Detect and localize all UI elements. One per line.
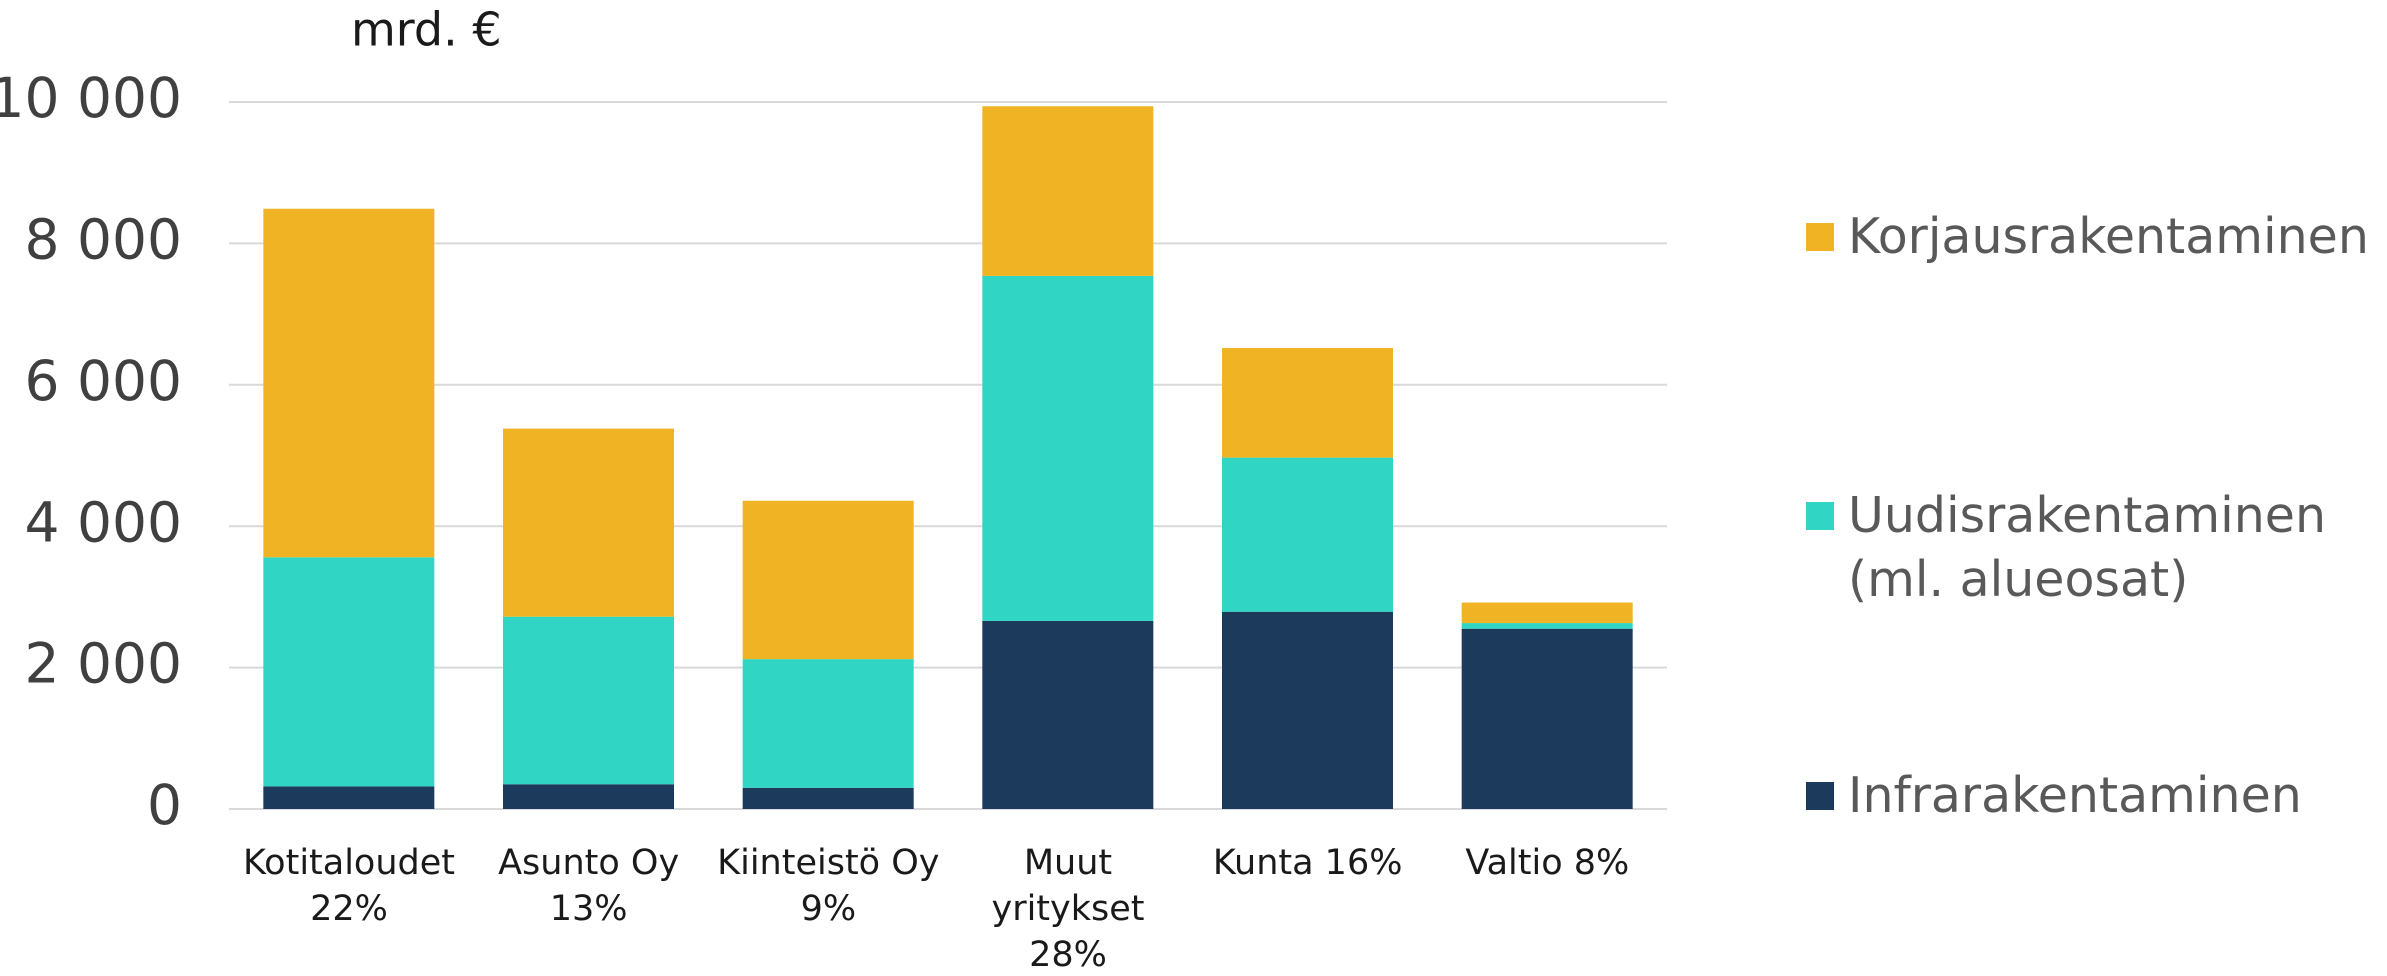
bar-segment [263, 786, 435, 809]
bar-segment [982, 620, 1154, 809]
bar-segment [263, 208, 435, 558]
bar-segment [742, 500, 914, 660]
bar-segment [503, 616, 674, 785]
x-tick-label: Kunta 16% [1212, 843, 1403, 883]
y-tick-label: 8 000 [25, 208, 182, 272]
chart-title: mrd. € [351, 3, 502, 57]
x-tick-label: Asunto Oy 13% [498, 843, 680, 929]
bar-segment [742, 787, 914, 809]
y-tick-label: 4 000 [25, 490, 182, 554]
bar-segment [503, 428, 674, 617]
legend-swatch [1806, 502, 1834, 530]
x-tick-label: Kotitaloudet 22% [242, 843, 456, 929]
legend-label: Uudisrakentaminen (ml. alueosat) [1848, 487, 2327, 608]
y-tick-label: 6 000 [25, 349, 182, 413]
bar-segment [1222, 611, 1393, 809]
y-tick-label: 10 000 [0, 66, 182, 130]
bar-segment [1222, 457, 1393, 612]
bar-segment [1461, 602, 1633, 624]
bar-segment [1461, 623, 1633, 629]
legend-swatch [1806, 223, 1834, 251]
x-tick-label: Muut yritykset 28% [991, 843, 1145, 975]
y-tick-label: 2 000 [25, 632, 182, 696]
bar-segment [263, 557, 435, 787]
bar-segment [742, 659, 914, 788]
bar-segment [1461, 628, 1633, 809]
legend-label: Korjausrakentaminen [1848, 208, 2369, 265]
y-tick-label: 0 [147, 773, 182, 837]
bar-segment [1222, 348, 1393, 458]
legend-label: Infrarakentaminen [1848, 767, 2302, 824]
x-tick-label: Valtio 8% [1465, 843, 1630, 883]
x-tick-label: Kiinteistö Oy 9% [717, 843, 940, 929]
bar-segment [982, 275, 1154, 621]
bar-segment [982, 106, 1154, 276]
bar-segment [503, 784, 674, 809]
legend-swatch [1806, 782, 1834, 810]
